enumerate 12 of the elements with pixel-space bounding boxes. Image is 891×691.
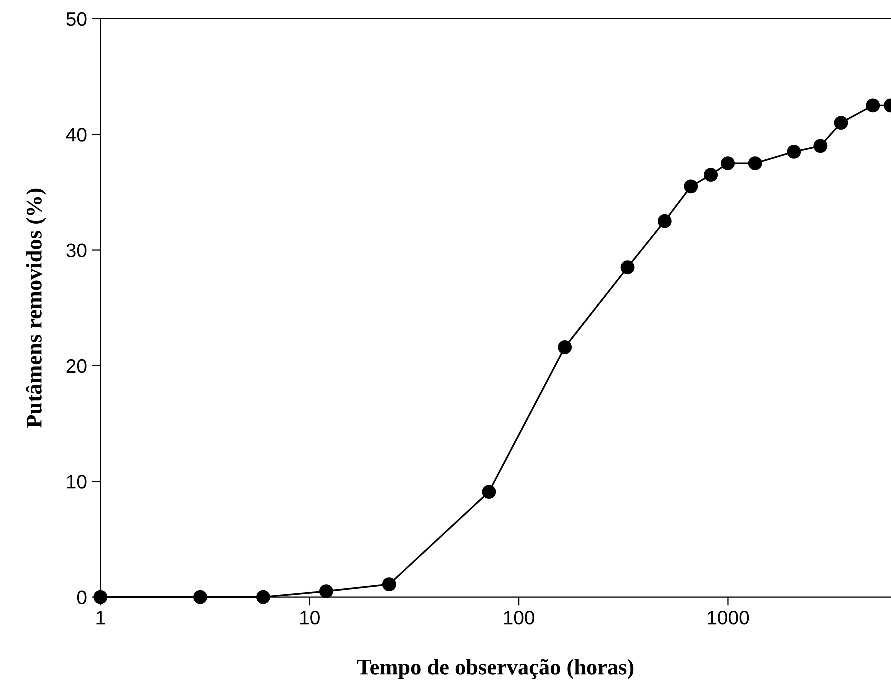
- x-tick-label: 100: [504, 611, 535, 625]
- x-axis-title: Tempo de observação (horas): [357, 659, 634, 680]
- y-tick-label: 10: [67, 475, 87, 489]
- x-tick-label: 1: [96, 611, 106, 625]
- y-axis-title: Putâmens removidos (%): [26, 188, 46, 428]
- x-tick-label: 10: [300, 611, 320, 625]
- y-tick-label: 0: [77, 590, 87, 605]
- y-tick-label: 30: [66, 244, 87, 258]
- x-tick-label: 1000: [708, 611, 750, 625]
- y-tick-label: 40: [66, 128, 87, 142]
- y-tick-label: 20: [66, 359, 87, 374]
- y-tick-label: 50: [66, 12, 87, 26]
